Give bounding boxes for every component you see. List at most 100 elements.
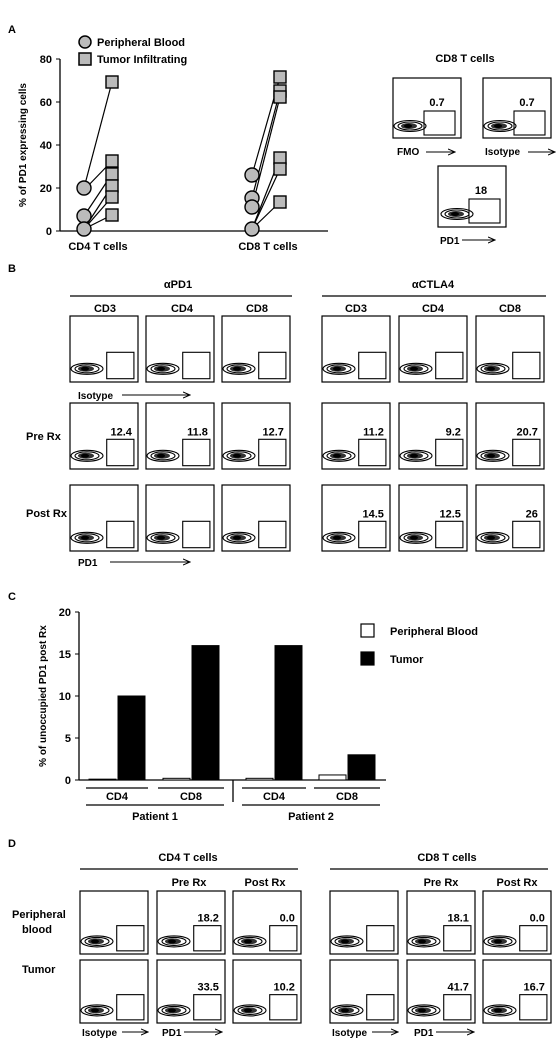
- inset-pd1-plot: 18 PD1: [437, 165, 507, 247]
- panelD-post-cd4: Post Rx: [245, 877, 287, 889]
- inset-pd1-value: 18: [475, 185, 487, 197]
- bar-tumor-0: [117, 695, 146, 781]
- panelB-left-title: αPD1: [164, 279, 192, 291]
- panelA-group-cd8: CD8 T cells: [238, 241, 297, 253]
- panelB-pre-plot-3-value: 11.2: [363, 426, 384, 438]
- panelB-pre-plot-5-value: 20.7: [516, 426, 537, 438]
- panelB-col-cd4-b: CD4: [422, 303, 445, 315]
- inset-isotype-label: Isotype: [485, 147, 520, 158]
- bar-tumor-1: [191, 645, 220, 781]
- panelB-col-cd3-a: CD3: [94, 303, 116, 315]
- panelD-left-title: CD4 T cells: [158, 852, 217, 864]
- panelB-pre-plot-1: 11.8: [145, 402, 215, 470]
- bar-peripheral-blood-1: [162, 777, 191, 781]
- panelD-pb-plot-2-value: 0.0: [280, 913, 295, 925]
- panelD-tumor-plot-3: [329, 959, 399, 1024]
- panelC-group-brackets: [86, 780, 380, 806]
- panelD-pb-plot-1: 18.2: [156, 890, 226, 955]
- inset-fmo-value: 0.7: [429, 97, 444, 109]
- bar-tumor-3: [347, 754, 376, 781]
- panelA-ytick-40: 40: [40, 140, 52, 152]
- panelD-tumor-plot-5-value: 16.7: [523, 982, 544, 994]
- panelD-pb-plot-5-value: 0.0: [530, 913, 545, 925]
- inset-title: CD8 T cells: [435, 53, 494, 65]
- panelB-post-plot-4: 12.5: [398, 484, 468, 552]
- panelB-col-cd4-a: CD4: [171, 303, 194, 315]
- inset-isotype-value: 0.7: [519, 97, 534, 109]
- inset-pd1-label: PD1: [440, 236, 460, 247]
- panelD-row-tumor: Tumor: [22, 964, 56, 976]
- panelC-ytick-5: 5: [65, 733, 71, 745]
- bar-peripheral-blood-0: [88, 778, 117, 781]
- panelB-pre-plot-2-value: 12.7: [262, 426, 283, 438]
- panelC-cat-1: CD8: [180, 791, 202, 803]
- panelC-legend-pb-label: Peripheral Blood: [390, 626, 478, 638]
- panelD-pd1-axis-cd4: PD1: [162, 1028, 182, 1039]
- bar-peripheral-blood-3: [318, 774, 347, 781]
- panelD-pb-plot-0: [79, 890, 149, 955]
- panelD-tumor-plot-1: 33.5: [156, 959, 226, 1024]
- panelA-ytick-0: 0: [46, 226, 52, 238]
- panelB-iso-plot-0: [69, 315, 139, 383]
- panelC-cat-3: CD8: [336, 791, 358, 803]
- panelB-post-plot-5-value: 26: [526, 508, 538, 520]
- panelC-category-labels: CD4 CD8 CD4 CD8: [106, 791, 358, 803]
- panelC-cat-0: CD4: [106, 791, 129, 803]
- panelB-col-cd8-a: CD8: [246, 303, 268, 315]
- panelD-pb-plot-1-value: 18.2: [197, 913, 218, 925]
- panelA-cd8-pb-points: [244, 167, 260, 237]
- legend-pb-label: Peripheral Blood: [97, 37, 185, 49]
- panelB-row-pre: Pre Rx: [26, 431, 62, 443]
- panelC-legend-tumor-label: Tumor: [390, 654, 424, 666]
- panelC-patient-1: Patient 1: [132, 811, 178, 823]
- panelD-pb-plot-5: 0.0: [482, 890, 552, 955]
- panelD-isotype-axis-cd8: Isotype: [332, 1028, 367, 1039]
- panel-label-c: C: [8, 591, 16, 603]
- panelC-legend-tumor-swatch: [360, 651, 375, 666]
- panelB-iso-plot-3: [321, 315, 391, 383]
- panelB-post-plot-3: 14.5: [321, 484, 391, 552]
- panelD-tumor-plot-2-value: 10.2: [273, 982, 294, 994]
- panelD-pd1-axis-cd8: PD1: [414, 1028, 434, 1039]
- panelB-pre-plot-0: 12.4: [69, 402, 139, 470]
- panelA-ytick-20: 20: [40, 183, 52, 195]
- panelB-iso-plot-4: [398, 315, 468, 383]
- panelB-post-plot-2: [221, 484, 291, 552]
- inset-fmo-plot: 0.7 FMO: [392, 77, 462, 158]
- panelC-ytick-10: 10: [59, 691, 71, 703]
- panel-label-a: A: [8, 24, 16, 36]
- panelC-cat-2: CD4: [263, 791, 286, 803]
- panelD-pb-plot-4-value: 18.1: [447, 913, 468, 925]
- panelC-yticks: 0 5 10 15 20: [59, 607, 79, 787]
- panelD-isotype-axis-cd4: Isotype: [82, 1028, 117, 1039]
- panelD-pb-plot-4: 18.1: [406, 890, 476, 955]
- panelD-tumor-plot-2: 10.2: [232, 959, 302, 1024]
- panelD-tumor-plot-4: 41.7: [406, 959, 476, 1024]
- panelA-ytick-80: 80: [40, 54, 52, 66]
- bar-peripheral-blood-2: [245, 777, 274, 781]
- panelB-post-plot-4-value: 12.5: [439, 508, 460, 520]
- panelD-post-cd8: Post Rx: [497, 877, 539, 889]
- panelB-pre-plot-5: 20.7: [475, 402, 545, 470]
- bar-tumor-2: [274, 645, 303, 781]
- panelC-bars: [88, 645, 376, 781]
- panelD-tumor-plot-4-value: 41.7: [447, 982, 468, 994]
- panelD-tumor-plot-0: [79, 959, 149, 1024]
- panelB-pd1-axis: PD1: [78, 558, 98, 569]
- panelB-iso-plot-2: [221, 315, 291, 383]
- panelA-group-cd4: CD4 T cells: [68, 241, 127, 253]
- panelA-yticks: 0 20 40 60 80: [40, 54, 60, 238]
- panelD-right-title: CD8 T cells: [417, 852, 476, 864]
- panel-label-d: D: [8, 838, 16, 850]
- panelD-pre-cd8: Pre Rx: [424, 877, 460, 889]
- inset-isotype-plot: 0.7 Isotype: [482, 77, 555, 158]
- panelD-row-pb: Peripheral blood: [12, 909, 66, 936]
- panelA-ylabel: % of PD1 expressing cells: [18, 83, 29, 207]
- panelC-ytick-15: 15: [59, 649, 71, 661]
- panelC-legend-pb-swatch: [360, 623, 375, 638]
- panelB-isotype-axis: Isotype: [78, 391, 113, 402]
- legend-ti-marker: [78, 52, 92, 66]
- panelA-cd8-ti-points: [273, 70, 287, 209]
- panelB-col-headers: CD3 CD4 CD8 CD3 CD4 CD8: [94, 303, 521, 315]
